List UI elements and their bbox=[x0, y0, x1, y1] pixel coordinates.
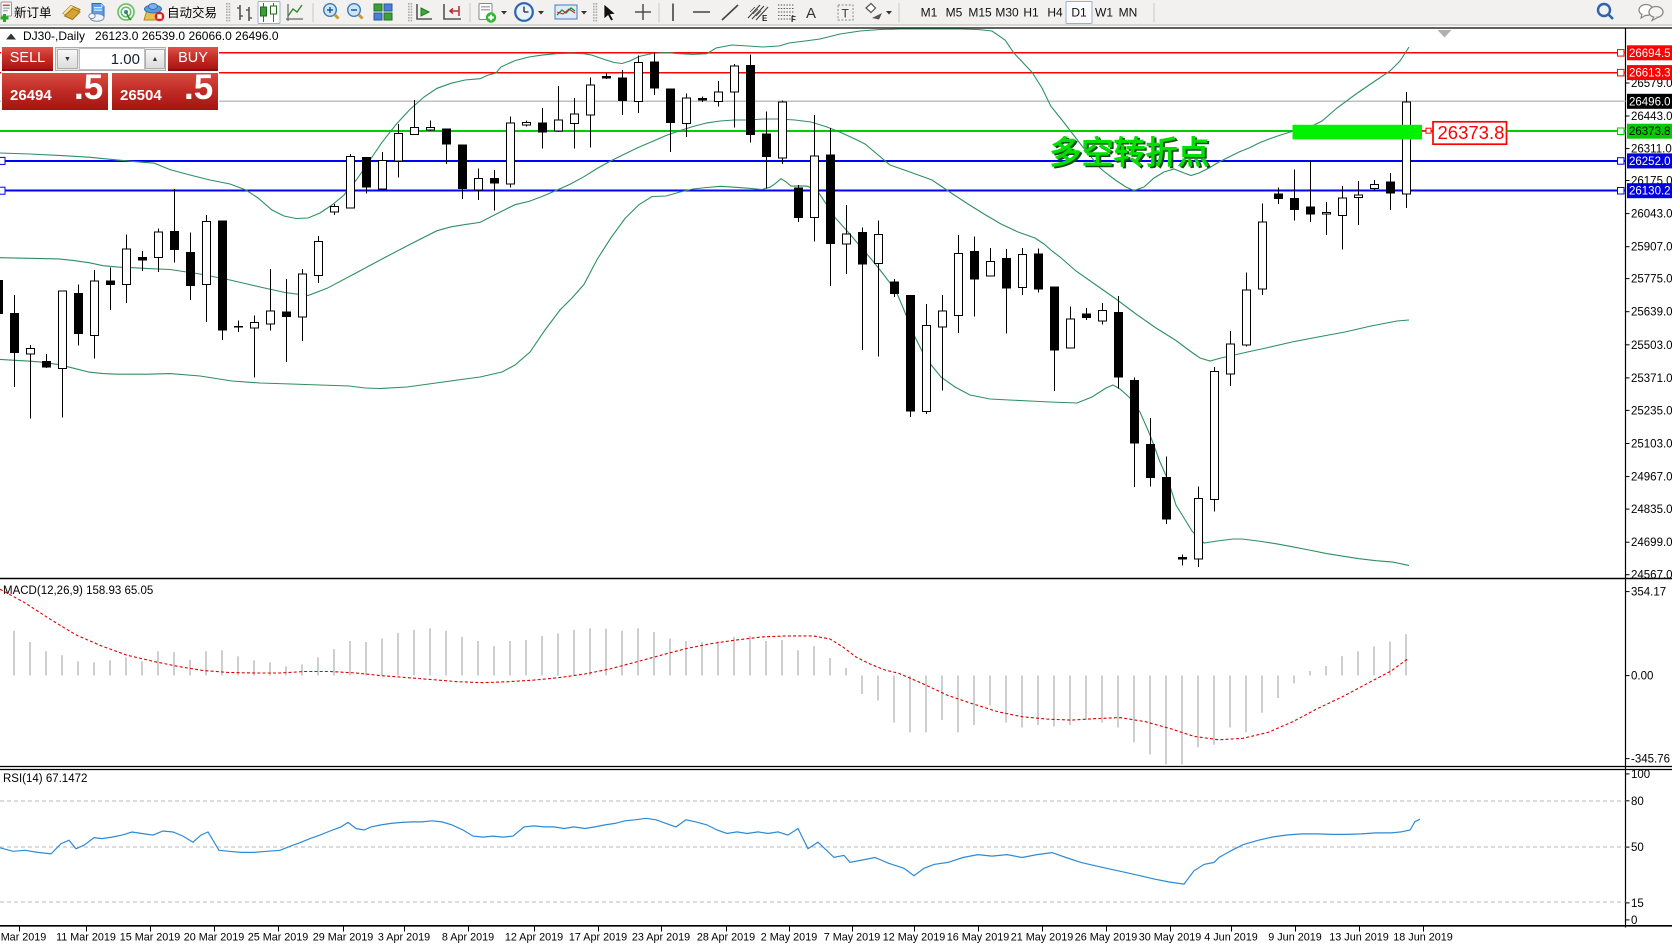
svg-text:20 Mar 2019: 20 Mar 2019 bbox=[184, 932, 245, 944]
svg-text:30 May 2019: 30 May 2019 bbox=[1139, 932, 1201, 944]
svg-text:21 May 2019: 21 May 2019 bbox=[1011, 932, 1073, 944]
svg-text:26311.0: 26311.0 bbox=[1631, 144, 1672, 156]
svg-text:26252.0: 26252.0 bbox=[1629, 156, 1671, 168]
svg-text:26130.2: 26130.2 bbox=[1629, 186, 1671, 198]
svg-text:25639.0: 25639.0 bbox=[1631, 307, 1672, 319]
svg-text:F: F bbox=[791, 15, 796, 24]
svg-text:D1: D1 bbox=[1071, 6, 1087, 20]
svg-text:26373.8: 26373.8 bbox=[1629, 126, 1671, 138]
svg-text:24967.0: 24967.0 bbox=[1631, 472, 1672, 484]
svg-text:15 Mar 2019: 15 Mar 2019 bbox=[120, 932, 181, 944]
svg-text:100: 100 bbox=[1631, 769, 1650, 781]
svg-text:2 May 2019: 2 May 2019 bbox=[761, 932, 817, 944]
svg-text:H1: H1 bbox=[1023, 6, 1039, 20]
svg-text:26613.3: 26613.3 bbox=[1629, 68, 1671, 80]
svg-text:25371.0: 25371.0 bbox=[1631, 373, 1672, 385]
svg-text:A: A bbox=[806, 5, 816, 22]
svg-text:80: 80 bbox=[1631, 796, 1644, 808]
svg-text:T: T bbox=[842, 7, 850, 21]
svg-text:M15: M15 bbox=[968, 6, 992, 20]
svg-text:H4: H4 bbox=[1047, 6, 1063, 20]
svg-text:15: 15 bbox=[1631, 898, 1644, 910]
svg-text:26694.5: 26694.5 bbox=[1629, 48, 1671, 60]
svg-text:354.17: 354.17 bbox=[1631, 587, 1666, 599]
svg-text:新订单: 新订单 bbox=[14, 5, 52, 20]
svg-text:24835.0: 24835.0 bbox=[1631, 504, 1672, 516]
svg-text:25503.0: 25503.0 bbox=[1631, 340, 1672, 352]
svg-text:26579.0: 26579.0 bbox=[1631, 78, 1672, 90]
svg-text:25 Mar 2019: 25 Mar 2019 bbox=[248, 932, 309, 944]
svg-text:DJ30-,Daily 26123.0 26539.0: DJ30-,Daily 26123.0 26539.0 26066.0 2649… bbox=[23, 29, 279, 43]
svg-text:9 Jun 2019: 9 Jun 2019 bbox=[1268, 932, 1321, 944]
svg-text:25775.0: 25775.0 bbox=[1631, 274, 1672, 286]
svg-text:M5: M5 bbox=[946, 6, 963, 20]
svg-text:26496.0: 26496.0 bbox=[1629, 96, 1671, 108]
svg-text:MACD(12,26,9) 158.93 65.05: MACD(12,26,9) 158.93 65.05 bbox=[3, 585, 153, 597]
svg-text:26443.0: 26443.0 bbox=[1631, 111, 1672, 123]
svg-text:E: E bbox=[762, 14, 768, 23]
svg-text:23 Apr 2019: 23 Apr 2019 bbox=[632, 932, 690, 944]
svg-text:4 Jun 2019: 4 Jun 2019 bbox=[1204, 932, 1257, 944]
svg-text:RSI(14) 67.1472: RSI(14) 67.1472 bbox=[3, 773, 87, 785]
svg-text:自动交易: 自动交易 bbox=[167, 5, 217, 20]
svg-text:50: 50 bbox=[1631, 842, 1644, 854]
svg-text:18 Jun 2019: 18 Jun 2019 bbox=[1393, 932, 1452, 944]
svg-text:0.00: 0.00 bbox=[1631, 671, 1653, 683]
svg-text:12 May 2019: 12 May 2019 bbox=[883, 932, 945, 944]
svg-text:MN: MN bbox=[1119, 6, 1138, 20]
svg-text:-345.76: -345.76 bbox=[1631, 754, 1670, 766]
svg-text:M1: M1 bbox=[921, 6, 938, 20]
svg-text:25103.0: 25103.0 bbox=[1631, 439, 1672, 451]
svg-text:W1: W1 bbox=[1095, 6, 1113, 20]
svg-text:6 Mar 2019: 6 Mar 2019 bbox=[0, 932, 46, 944]
svg-text:26373.8: 26373.8 bbox=[1438, 122, 1505, 143]
svg-text:17 Apr 2019: 17 Apr 2019 bbox=[569, 932, 627, 944]
svg-text:M30: M30 bbox=[995, 6, 1019, 20]
svg-text:26043.0: 26043.0 bbox=[1631, 209, 1672, 221]
svg-text:24699.0: 24699.0 bbox=[1631, 537, 1672, 549]
svg-text:29 Mar 2019: 29 Mar 2019 bbox=[313, 932, 374, 944]
svg-text:28 Apr 2019: 28 Apr 2019 bbox=[697, 932, 755, 944]
svg-text:多空转折点: 多空转折点 bbox=[1052, 136, 1212, 172]
svg-text:24567.0: 24567.0 bbox=[1631, 570, 1672, 582]
svg-text:13 Jun 2019: 13 Jun 2019 bbox=[1329, 932, 1388, 944]
svg-text:11 Mar 2019: 11 Mar 2019 bbox=[56, 932, 116, 944]
svg-text:7 May 2019: 7 May 2019 bbox=[824, 932, 880, 944]
svg-text:26 May 2019: 26 May 2019 bbox=[1075, 932, 1137, 944]
svg-text:3 Apr 2019: 3 Apr 2019 bbox=[378, 932, 430, 944]
svg-text:多空转折点: 多空转折点 bbox=[1050, 135, 1210, 171]
svg-text:8 Apr 2019: 8 Apr 2019 bbox=[442, 932, 494, 944]
svg-text:16 May 2019: 16 May 2019 bbox=[947, 932, 1009, 944]
svg-text:0: 0 bbox=[1631, 915, 1637, 927]
svg-text:25235.0: 25235.0 bbox=[1631, 405, 1672, 417]
svg-text:12 Apr 2019: 12 Apr 2019 bbox=[505, 932, 563, 944]
svg-text:25907.0: 25907.0 bbox=[1631, 242, 1672, 254]
